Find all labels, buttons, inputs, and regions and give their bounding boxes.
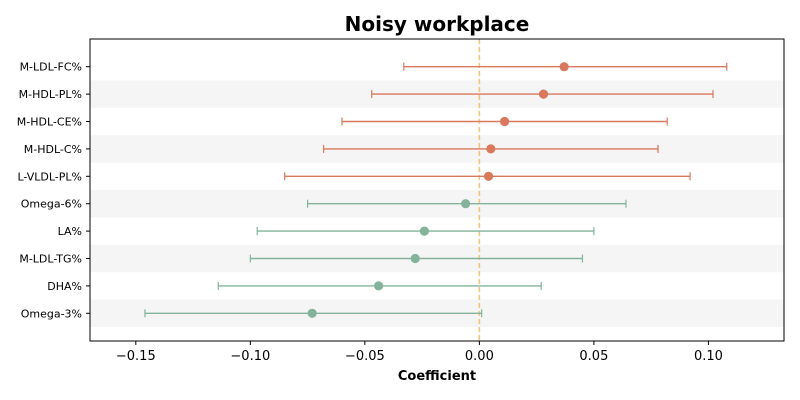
x-tick-label: −0.05 — [345, 349, 385, 364]
y-tick-label: M-HDL-CE% — [17, 116, 82, 129]
point-estimate — [419, 226, 430, 236]
x-tick-label: 0.10 — [694, 349, 723, 364]
estimate-row — [217, 281, 542, 291]
point-estimate — [307, 308, 317, 318]
x-tick-label: 0.05 — [579, 349, 608, 364]
estimate-row — [306, 199, 627, 209]
estimate-marks — [144, 62, 728, 318]
estimate-row — [284, 171, 691, 181]
point-estimate — [483, 171, 494, 181]
estimate-row — [144, 308, 483, 318]
point-estimate — [499, 116, 510, 127]
y-tick-label: Omega-3% — [21, 307, 82, 320]
y-tick-label: M-LDL-TG% — [19, 253, 82, 266]
chart-title: Noisy workplace — [345, 12, 530, 36]
y-tick-label: L-VLDL-PL% — [17, 170, 82, 183]
estimate-row — [371, 89, 714, 99]
y-tick-label: LA% — [58, 225, 82, 238]
x-tick-label: 0.00 — [465, 349, 494, 364]
point-estimate — [373, 281, 384, 291]
x-tick-label: −0.15 — [116, 349, 156, 364]
x-tick-label: −0.10 — [230, 349, 270, 364]
y-tick-label: M-HDL-C% — [24, 143, 82, 156]
plot-frame — [89, 38, 785, 342]
estimate-row — [403, 62, 728, 72]
y-tick-label: M-HDL-PL% — [19, 88, 82, 101]
point-estimate — [538, 89, 549, 99]
point-estimate — [410, 253, 420, 264]
estimate-row — [256, 226, 595, 236]
x-axis: −0.15 −0.10 −0.05 0.00 0.05 0.10 — [116, 341, 723, 364]
point-estimate — [486, 144, 496, 154]
x-axis-label: Coefficient — [398, 369, 476, 384]
y-tick-label: Omega-6% — [21, 198, 82, 211]
point-estimate — [559, 62, 569, 72]
y-tick-label: DHA% — [47, 280, 82, 293]
point-estimate — [461, 199, 471, 209]
estimate-row — [341, 116, 668, 127]
estimate-row — [249, 253, 584, 264]
estimate-row — [323, 144, 659, 154]
y-tick-label: M-LDL-FC% — [20, 61, 82, 74]
y-axis: M-LDL-FC% M-HDL-PL% M-HDL-CE% M-HDL-C% L-VLD… — [17, 61, 90, 320]
